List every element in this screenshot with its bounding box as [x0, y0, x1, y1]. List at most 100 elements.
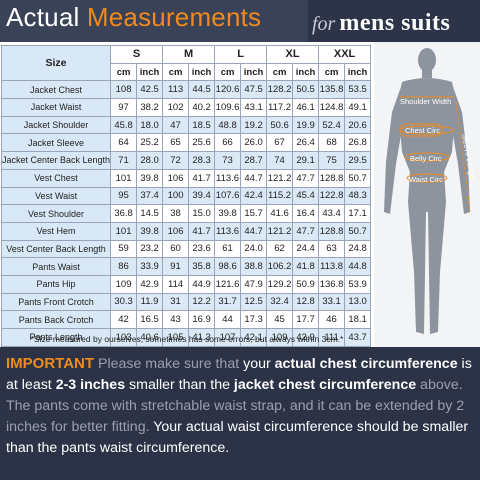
subtitle: for mens suits	[312, 10, 450, 37]
table-cell: 19.2	[240, 115, 268, 135]
table-cell: 47.7	[292, 168, 320, 188]
table-cell: 47.9	[240, 274, 268, 294]
table-cell: 135.8	[318, 80, 346, 100]
table-cell: 23.6	[188, 239, 216, 259]
table-cell: 32.4	[266, 292, 294, 312]
table-cell: 42.9	[292, 328, 320, 347]
table-cell: 12.2	[188, 292, 216, 312]
table-cell: 31	[162, 292, 190, 312]
table-cell: 129.2	[266, 274, 294, 294]
table-cell: 41.6	[266, 204, 294, 223]
table-cell: 43.4	[318, 204, 346, 223]
size-header-row: Size S M L XL XXL	[0, 44, 372, 82]
row-label: Pants Front Crotch	[0, 292, 112, 312]
table-cell: 39.4	[188, 186, 216, 206]
table-cell: 50.5	[292, 80, 320, 100]
table-cell: 42.4	[240, 186, 268, 206]
table-cell: 17.1	[344, 204, 372, 223]
table-cell: 42.9	[136, 274, 164, 294]
unit-header: inch	[188, 62, 216, 82]
row-label: Pants Hip	[0, 274, 112, 294]
table-cell: 38.2	[136, 98, 164, 117]
table-cell: 50.9	[292, 274, 320, 294]
table-cell: 40.6	[136, 328, 164, 347]
table-cell: 52.4	[318, 115, 346, 135]
table-cell: 53.9	[344, 274, 372, 294]
figure-label-waist: Waist Circ	[409, 175, 443, 184]
table-cell: 128.2	[266, 80, 294, 100]
table-cell: 24.8	[344, 239, 372, 259]
unit-header: cm	[110, 62, 138, 82]
table-cell: 71	[110, 151, 138, 170]
notice-seg-6: smaller than the	[125, 377, 234, 393]
size-table: Size S M L XL XXL cm inch cm inch cm inch cm inch cm…	[0, 44, 372, 347]
table-cell: 109.6	[214, 98, 242, 117]
table-cell: 105	[162, 328, 190, 347]
table-cell: 23.2	[136, 239, 164, 259]
sleeve-line	[455, 101, 471, 213]
size-column-header: L	[214, 45, 268, 64]
table-cell: 39.8	[136, 221, 164, 241]
row-label: Vest Hem	[0, 221, 112, 241]
table-cell: 16.4	[292, 204, 320, 223]
title-part1: Actual	[6, 2, 87, 32]
size-header: Size	[0, 44, 112, 82]
table-cell: 114	[162, 274, 190, 294]
table-cell: 28.3	[188, 151, 216, 170]
table-row: Pants Length 103 40.6 105 41.3 107 42.1 109 42.9…	[0, 328, 372, 347]
table-cell: 16.9	[188, 310, 216, 329]
table-row: Vest Waist 95 37.4 100 39.4 107.6 42.4 115.2 45.…	[0, 186, 372, 206]
measurement-note: *Size measured by ourselves, sometimes h…	[30, 334, 344, 344]
table-cell: 44.7	[240, 221, 268, 241]
size-column-header: M	[162, 45, 216, 64]
page-title: Actual Measurements	[6, 2, 261, 33]
table-cell: 117.2	[266, 98, 294, 117]
table-cell: 41.3	[188, 328, 216, 347]
row-label: Pants Waist	[0, 257, 112, 276]
unit-header: cm	[162, 62, 190, 82]
table-row: Pants Hip 109 42.9 114 44.9 121.6 47.9 129.2 50.…	[0, 274, 372, 294]
table-cell: 26.0	[240, 133, 268, 153]
unit-header: cm	[266, 62, 294, 82]
table-cell: 95	[110, 186, 138, 206]
row-label: Pants Back Crotch	[0, 310, 112, 329]
table-row: Jacket Center Back Length 71 28.0 72 28.3 73 2…	[0, 151, 372, 170]
notice-seg-4: is at least	[6, 356, 472, 393]
table-cell: 29.1	[292, 151, 320, 170]
table-cell: 37.4	[136, 186, 164, 206]
table-cell: 15.0	[188, 204, 216, 223]
table-cell: 39.8	[214, 204, 242, 223]
table-row: Vest Chest 101 39.8 106 41.7 113.6 44.7 121.2 47…	[0, 168, 372, 188]
table-cell: 39.8	[136, 168, 164, 188]
row-label: Jacket Sleeve	[0, 133, 112, 153]
table-cell: 12.5	[240, 292, 268, 312]
table-row: Jacket Shoulder 45.8 18.0 47 18.5 48.8 19.2 50.…	[0, 115, 372, 135]
table-cell: 43.1	[240, 98, 268, 117]
table-cell: 107	[214, 328, 242, 347]
notice-seg-9: Your actual waist circumference should b…	[6, 419, 469, 456]
subtitle-for: for	[312, 13, 336, 35]
table-cell: 48.8	[214, 115, 242, 135]
table-cell: 48.3	[344, 186, 372, 206]
unit-header: inch	[292, 62, 320, 82]
table-cell: 28.7	[240, 151, 268, 170]
table-cell: 68	[318, 133, 346, 153]
table-cell: 72	[162, 151, 190, 170]
table-cell: 31.7	[214, 292, 242, 312]
table-cell: 47.7	[292, 221, 320, 241]
table-cell: 43.7	[344, 328, 372, 347]
table-cell: 106	[162, 221, 190, 241]
table-cell: 47.5	[240, 80, 268, 100]
table-cell: 17.3	[240, 310, 268, 329]
table-cell: 102	[162, 98, 190, 117]
table-row: Vest Shoulder 36.8 14.5 38 15.0 39.8 15.7 41.6 1…	[0, 204, 372, 223]
table-cell: 44.9	[188, 274, 216, 294]
table-cell: 25.6	[188, 133, 216, 153]
table-cell: 41.8	[292, 257, 320, 276]
row-label: Vest Shoulder	[0, 204, 112, 223]
table-cell: 103	[110, 328, 138, 347]
notice-seg-1: Please make sure that	[94, 356, 244, 372]
unit-header: cm	[214, 62, 242, 82]
table-cell: 11.9	[136, 292, 164, 312]
table-cell: 18.5	[188, 115, 216, 135]
